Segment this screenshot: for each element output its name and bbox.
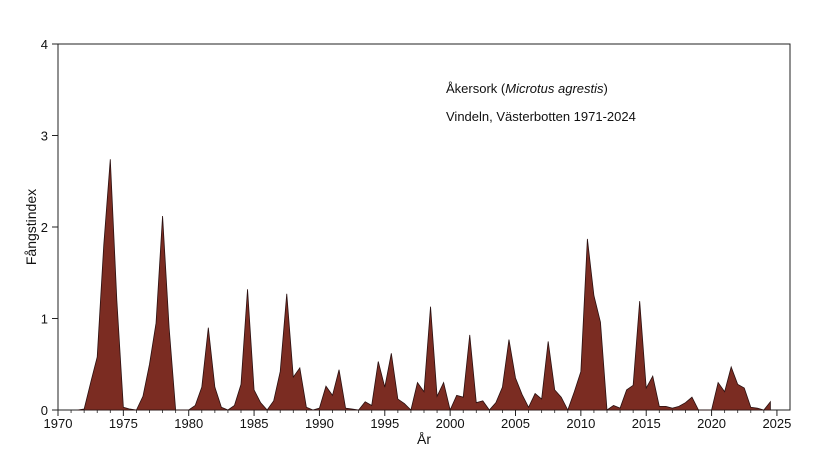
- x-tick-label: 2010: [566, 416, 595, 431]
- x-axis-title: År: [417, 431, 431, 447]
- y-tick-label: 0: [41, 403, 48, 418]
- x-axis: 1970 1975 1980 1985 1990 1995 2000 2005 2010 2015…: [44, 410, 791, 431]
- chart-subtitle: Vindeln, Västerbotten 1971-2024: [446, 109, 636, 124]
- y-axis-title: Fångstindex: [23, 189, 39, 265]
- x-tick-label: 1995: [370, 416, 399, 431]
- y-tick-label: 3: [41, 129, 48, 144]
- x-tick-label: 1970: [44, 416, 73, 431]
- chart-title: Åkersork (Microtus agrestis): [446, 81, 608, 96]
- x-tick-label: 2015: [632, 416, 661, 431]
- x-tick-label: 2005: [501, 416, 530, 431]
- series-area: [77, 159, 771, 412]
- title-paren-close: ): [604, 81, 608, 96]
- x-tick-label: 1990: [305, 416, 334, 431]
- x-tick-label: 2020: [697, 416, 726, 431]
- y-tick-label: 1: [41, 312, 48, 327]
- title-common-name: Åkersork: [446, 81, 498, 96]
- y-axis: 0 1 2 3 4: [41, 37, 58, 418]
- x-tick-label: 2000: [436, 416, 465, 431]
- y-tick-label: 2: [41, 220, 48, 235]
- title-species: Microtus agrestis: [505, 81, 604, 96]
- x-tick-label: 1975: [109, 416, 138, 431]
- title-paren-open: (: [497, 81, 506, 96]
- x-tick-label: 1980: [174, 416, 203, 431]
- y-tick-label: 4: [41, 37, 48, 52]
- x-tick-label: 2025: [762, 416, 791, 431]
- x-tick-label: 1985: [240, 416, 269, 431]
